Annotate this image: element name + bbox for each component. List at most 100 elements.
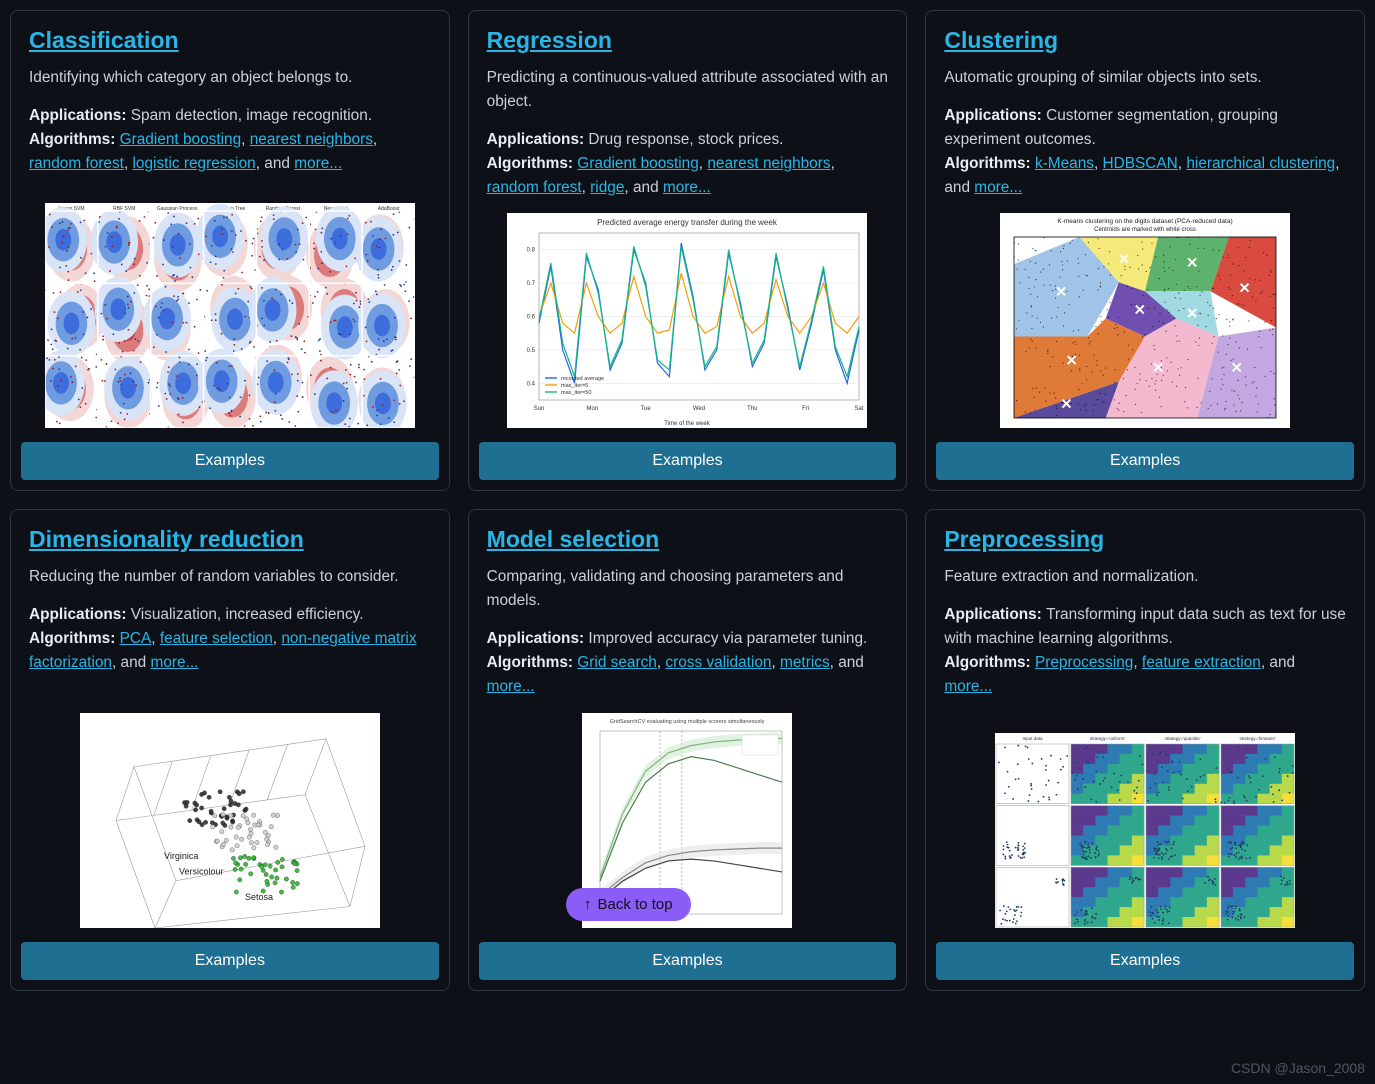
card-title-link[interactable]: Model selection bbox=[487, 526, 660, 553]
card-thumbnail: Input datastrategy='uniform'strategy='qu… bbox=[926, 733, 1364, 942]
svg-text:0.6: 0.6 bbox=[527, 315, 536, 321]
algorithm-link[interactable]: more... bbox=[663, 179, 711, 196]
svg-text:0.7: 0.7 bbox=[527, 281, 536, 287]
card-title-link[interactable]: Dimensionality reduction bbox=[29, 526, 304, 553]
applications-label: Applications: bbox=[487, 630, 589, 647]
card-meta: Applications: Improved accuracy via para… bbox=[487, 627, 889, 699]
card-body: Dimensionality reduction Reducing the num… bbox=[11, 510, 449, 712]
algorithm-link[interactable]: more... bbox=[151, 654, 199, 671]
algorithm-link[interactable]: k-Means bbox=[1035, 155, 1094, 172]
algorithm-link[interactable]: feature selection bbox=[160, 630, 273, 647]
card-dimensionality-reduction: Dimensionality reduction Reducing the num… bbox=[10, 509, 450, 990]
algorithm-link[interactable]: more... bbox=[294, 155, 342, 172]
algorithm-link[interactable]: random forest bbox=[29, 155, 124, 172]
svg-text:0.8: 0.8 bbox=[527, 248, 536, 254]
svg-text:Time of the week: Time of the week bbox=[665, 421, 711, 427]
svg-text:Centroids are marked with whit: Centroids are marked with white cross bbox=[1094, 227, 1196, 233]
algorithm-link[interactable]: random forest bbox=[487, 179, 582, 196]
card-description: Automatic grouping of similar objects in… bbox=[944, 66, 1346, 90]
algorithms-label: Algorithms: bbox=[487, 155, 578, 172]
svg-text:Predicted average energy trans: Predicted average energy transfer during… bbox=[598, 218, 779, 227]
applications-label: Applications: bbox=[29, 606, 131, 623]
svg-text:Tue: Tue bbox=[641, 406, 652, 412]
card-title-link[interactable]: Clustering bbox=[944, 27, 1058, 54]
card-description: Reducing the number of random variables … bbox=[29, 565, 431, 589]
applications-label: Applications: bbox=[944, 606, 1046, 623]
svg-text:Fri: Fri bbox=[803, 406, 810, 412]
svg-text:Sun: Sun bbox=[534, 406, 545, 412]
card-classification: Classification Identifying which category… bbox=[10, 10, 450, 491]
svg-text:strategy='kmeans': strategy='kmeans' bbox=[1240, 736, 1276, 741]
algorithm-link[interactable]: Preprocessing bbox=[1035, 654, 1133, 671]
svg-text:Sat: Sat bbox=[855, 406, 864, 412]
examples-button[interactable]: Examples bbox=[936, 442, 1354, 480]
algorithm-link[interactable]: cross validation bbox=[665, 654, 771, 671]
applications-line: Applications: Customer segmentation, gro… bbox=[944, 104, 1346, 152]
algorithm-link[interactable]: logistic regression bbox=[133, 155, 256, 172]
chart-thumbnail: Linear SVMRBF SVMGaussian ProcessDecisio… bbox=[45, 203, 415, 428]
algorithm-link[interactable]: metrics bbox=[780, 654, 830, 671]
card-title-link[interactable]: Regression bbox=[487, 27, 612, 54]
card-description: Feature extraction and normalization. bbox=[944, 565, 1346, 589]
back-to-top-button[interactable]: ↑ Back to top bbox=[566, 888, 691, 921]
algorithms-label: Algorithms: bbox=[487, 654, 578, 671]
examples-button[interactable]: Examples bbox=[21, 442, 439, 480]
svg-text:strategy='uniform': strategy='uniform' bbox=[1090, 736, 1125, 741]
card-meta: Applications: Spam detection, image reco… bbox=[29, 104, 431, 176]
algorithm-link[interactable]: more... bbox=[487, 678, 535, 695]
examples-button[interactable]: Examples bbox=[479, 442, 897, 480]
svg-text:Thu: Thu bbox=[748, 406, 758, 412]
card-model-selection: Model selectionComparing, validating and… bbox=[468, 509, 908, 990]
svg-text:0.4: 0.4 bbox=[527, 382, 536, 388]
algorithm-link[interactable]: ridge bbox=[590, 179, 624, 196]
algorithms-line: Algorithms: Preprocessing, feature extra… bbox=[944, 651, 1346, 699]
algorithms-line: Algorithms: k-Means, HDBSCAN, hierarchic… bbox=[944, 152, 1346, 200]
chart-thumbnail: K-means clustering on the digits dataset… bbox=[1000, 213, 1290, 428]
svg-text:Virginica: Virginica bbox=[164, 851, 198, 861]
card-body: Preprocessing Feature extraction and norm… bbox=[926, 510, 1364, 732]
card-title-link[interactable]: Preprocessing bbox=[944, 526, 1104, 553]
svg-text:Versicolour: Versicolour bbox=[179, 866, 224, 876]
applications-label: Applications: bbox=[487, 131, 589, 148]
svg-text:max_iter=50: max_iter=50 bbox=[561, 390, 591, 396]
algorithm-link[interactable]: nearest neighbors bbox=[250, 131, 373, 148]
card-clustering: Clustering Automatic grouping of similar … bbox=[925, 10, 1365, 491]
algorithm-link[interactable]: more... bbox=[974, 179, 1022, 196]
svg-text:GridSearchCV evaluating using: GridSearchCV evaluating using multiple s… bbox=[610, 719, 765, 725]
applications-label: Applications: bbox=[944, 107, 1046, 124]
algorithm-link[interactable]: more... bbox=[944, 678, 992, 695]
algorithms-line: Algorithms: Grid search, cross validatio… bbox=[487, 651, 889, 699]
algorithm-link[interactable]: Gradient boosting bbox=[577, 155, 699, 172]
svg-text:strategy='quantile': strategy='quantile' bbox=[1165, 736, 1201, 741]
algorithm-link[interactable]: PCA bbox=[120, 630, 152, 647]
card-title-link[interactable]: Classification bbox=[29, 27, 179, 54]
applications-line: Applications: Transforming input data su… bbox=[944, 603, 1346, 651]
card-body: Classification Identifying which category… bbox=[11, 11, 449, 203]
card-meta: Applications: Transforming input data su… bbox=[944, 603, 1346, 699]
applications-line: Applications: Spam detection, image reco… bbox=[29, 104, 431, 128]
svg-text:0.5: 0.5 bbox=[527, 348, 536, 354]
applications-line: Applications: Improved accuracy via para… bbox=[487, 627, 889, 651]
card-body: Regression Predicting a continuous-valued… bbox=[469, 11, 907, 213]
examples-button[interactable]: Examples bbox=[479, 942, 897, 980]
algorithm-link[interactable]: HDBSCAN bbox=[1103, 155, 1178, 172]
examples-button[interactable]: Examples bbox=[21, 942, 439, 980]
applications-line: Applications: Drug response, stock price… bbox=[487, 128, 889, 152]
card-description: Predicting a continuous-valued attribute… bbox=[487, 66, 889, 114]
algorithm-link[interactable]: Gradient boosting bbox=[120, 131, 242, 148]
card-meta: Applications: Drug response, stock price… bbox=[487, 128, 889, 200]
applications-line: Applications: Visualization, increased e… bbox=[29, 603, 431, 627]
card-thumbnail: Linear SVMRBF SVMGaussian ProcessDecisio… bbox=[11, 203, 449, 442]
algorithm-link[interactable]: hierarchical clustering bbox=[1186, 155, 1335, 172]
algorithm-link[interactable]: feature extraction bbox=[1142, 654, 1261, 671]
svg-text:recorded average: recorded average bbox=[561, 376, 604, 382]
svg-text:Wed: Wed bbox=[693, 406, 705, 412]
algorithms-label: Algorithms: bbox=[29, 630, 120, 647]
card-body: Model selectionComparing, validating and… bbox=[469, 510, 907, 712]
card-meta: Applications: Visualization, increased e… bbox=[29, 603, 431, 675]
examples-button[interactable]: Examples bbox=[936, 942, 1354, 980]
algorithm-link[interactable]: Grid search bbox=[577, 654, 657, 671]
svg-text:max_iter=5: max_iter=5 bbox=[561, 383, 588, 389]
algorithm-link[interactable]: nearest neighbors bbox=[707, 155, 830, 172]
card-description: Identifying which category an object bel… bbox=[29, 66, 431, 90]
